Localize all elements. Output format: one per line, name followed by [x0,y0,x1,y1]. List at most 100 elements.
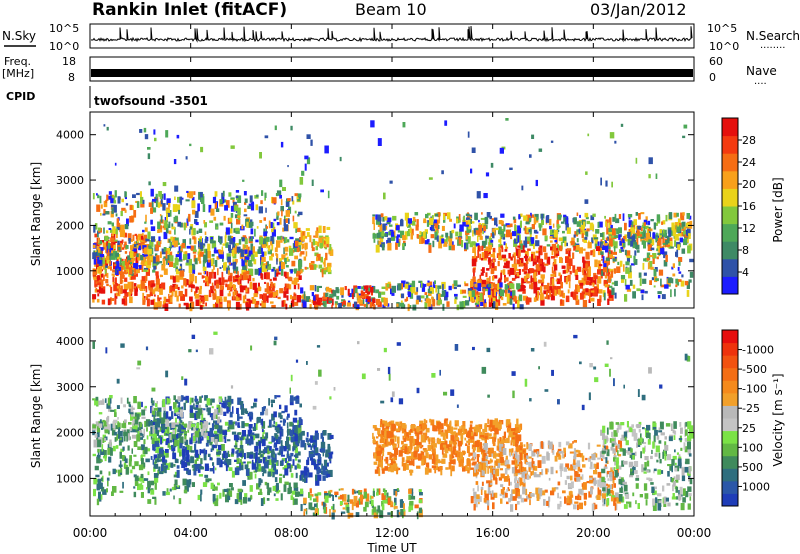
y-tick-label: 1000 [56,265,84,278]
echo-cell [420,434,425,442]
echo-cell [415,457,420,460]
echo-cell [121,423,125,428]
echo-cell [127,233,132,241]
echo-cell [293,301,299,306]
echo-cell [97,478,102,486]
echo-cell [318,237,323,243]
echo-cell [153,455,156,460]
echo-cell [672,263,675,268]
echo-cell [668,245,672,249]
echo-cell [218,434,223,442]
echo-cell [535,235,538,239]
echo-cell [583,248,586,251]
echo-cell [219,282,222,290]
echo-cell [245,468,250,476]
echo-cell [316,285,320,292]
echo-cell [510,440,513,446]
echo-cell [408,488,412,494]
echo-cell [500,270,503,274]
echo-cell [144,286,148,289]
echo-cell [251,201,254,204]
echo-cell [109,260,112,265]
echo-cell [113,419,118,424]
echo-cell [243,191,247,196]
echo-cell [286,256,289,262]
echo-cell [179,436,184,443]
echo-cell [111,273,115,276]
echo-cell [226,439,231,442]
echo-cell [272,470,275,478]
echo-cell [154,456,158,463]
echo-cell [224,235,227,244]
echo-cell [281,236,284,240]
echo-cell [641,231,644,239]
echo-cell [176,412,180,415]
echo-cell [189,226,193,230]
echo-cell [444,241,448,247]
freq-label: Freq. [4,55,31,68]
echo-cell [297,425,302,433]
echo-cell [671,266,674,270]
echo-cell [222,461,227,464]
echo-cell [213,271,217,279]
echo-cell [232,201,237,207]
echo-cell [119,276,123,285]
echo-cell [97,250,102,256]
echo-cell [344,286,347,291]
echo-cell [107,266,112,270]
echo-cell [525,273,530,279]
echo-cell [387,512,391,515]
echo-cell [298,259,303,267]
echo-cell [381,504,385,511]
echo-cell [129,427,132,432]
echo-cell [125,467,129,475]
echo-cell [579,282,584,286]
echo-cell [332,495,334,501]
echo-cell [116,434,119,441]
echo-cell [112,276,115,283]
echo-cell [93,224,96,233]
echo-cell [261,466,264,473]
echo-cell [308,451,314,458]
echo-cell [96,498,100,506]
echo-cell [213,216,217,221]
echo-cell [307,469,310,478]
echo-cell [390,231,395,237]
echo-cell [667,235,670,244]
echo-cell [272,437,276,442]
echo-cell [198,466,203,470]
echo-cell [165,419,170,427]
echo-cell [245,288,248,293]
echo-cell [145,287,148,293]
echo-cell [114,285,117,288]
echo-cell [92,424,97,430]
echo-cell [140,204,145,208]
echo-cell [665,214,668,222]
echo-cell [102,242,107,248]
echo-cell [232,197,235,204]
echo-cell [105,230,109,234]
echo-cell [267,447,270,455]
echo-cell [317,285,322,288]
echo-cell [443,244,448,247]
echo-cell [370,499,374,507]
echo-cell [433,281,435,288]
echo-cell [339,494,344,500]
echo-cell [383,192,386,200]
echo-cell [224,205,228,211]
echo-cell [225,227,230,235]
echo-cell [584,236,588,240]
echo-cell [204,474,209,478]
echo-cell [512,231,517,237]
echo-cell [214,247,217,251]
echo-cell [194,219,198,224]
freq-trace-band [91,69,693,77]
echo-cell [188,258,192,267]
echo-cell [400,300,403,303]
echo-cell [124,232,127,237]
echo-cell [351,502,354,511]
echo-cell [570,292,574,297]
echo-cell [172,438,175,443]
echo-cell [531,134,535,139]
echo-cell [110,255,116,260]
